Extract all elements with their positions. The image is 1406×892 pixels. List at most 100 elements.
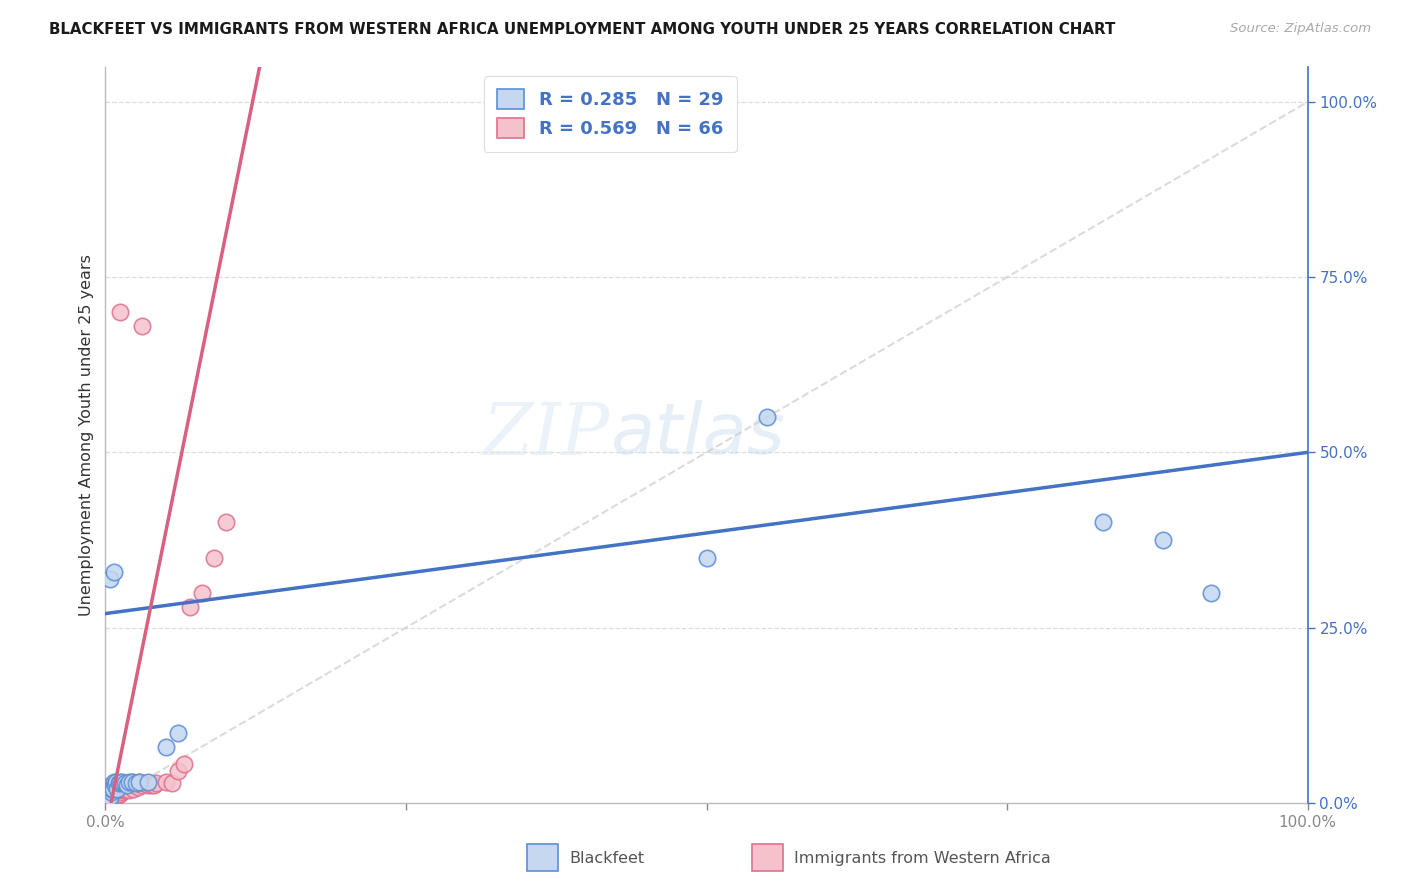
Point — [127, 780, 149, 795]
Point — [755, 410, 778, 425]
Point — [121, 774, 143, 789]
Point — [98, 789, 121, 803]
Point — [120, 778, 142, 792]
Point — [145, 776, 167, 790]
Point — [103, 780, 125, 795]
Point — [96, 789, 118, 803]
Point — [214, 516, 236, 530]
Point — [122, 781, 145, 796]
Point — [107, 788, 129, 802]
Point — [1201, 585, 1223, 599]
Point — [112, 781, 135, 796]
Point — [96, 792, 118, 806]
Point — [101, 785, 124, 799]
Point — [104, 785, 127, 799]
Point — [105, 789, 128, 803]
Point — [105, 774, 128, 789]
Point — [100, 790, 122, 805]
Point — [107, 783, 129, 797]
Point — [97, 788, 120, 802]
Point — [103, 774, 125, 789]
Point — [101, 792, 124, 806]
Point — [108, 788, 131, 802]
Point — [100, 788, 122, 802]
Point — [100, 792, 122, 806]
Point — [98, 572, 121, 586]
Point — [98, 792, 121, 806]
Point — [98, 781, 121, 796]
Point — [124, 776, 146, 790]
Point — [118, 774, 141, 789]
Point — [202, 550, 225, 565]
Point — [696, 550, 718, 565]
Legend: R = 0.285   N = 29, R = 0.569   N = 66: R = 0.285 N = 29, R = 0.569 N = 66 — [484, 76, 737, 152]
Point — [107, 776, 129, 790]
Point — [100, 781, 122, 796]
Point — [97, 781, 120, 796]
Point — [101, 781, 124, 796]
Point — [166, 764, 188, 779]
Point — [1152, 533, 1174, 547]
Point — [108, 305, 131, 319]
Point — [107, 789, 129, 803]
Point — [100, 778, 122, 792]
Point — [128, 774, 150, 789]
Point — [98, 789, 121, 803]
Point — [115, 778, 138, 792]
Point — [98, 781, 121, 796]
Point — [104, 790, 127, 805]
Point — [104, 780, 127, 795]
Point — [98, 792, 121, 806]
Point — [132, 776, 155, 790]
Point — [115, 780, 138, 795]
Point — [103, 565, 125, 579]
Point — [139, 778, 162, 792]
Point — [179, 599, 201, 614]
Point — [1092, 516, 1115, 530]
Point — [98, 792, 121, 806]
Point — [142, 778, 165, 792]
Point — [108, 774, 131, 789]
Point — [117, 778, 139, 792]
Point — [155, 774, 177, 789]
Point — [105, 783, 128, 797]
Point — [155, 739, 177, 754]
Point — [101, 789, 124, 803]
Point — [131, 778, 153, 792]
Point — [101, 781, 124, 796]
Text: Source: ZipAtlas.com: Source: ZipAtlas.com — [1230, 22, 1371, 36]
Point — [110, 785, 132, 799]
Point — [121, 774, 143, 789]
Point — [103, 785, 125, 799]
Text: atlas: atlas — [610, 401, 785, 469]
Point — [98, 785, 121, 799]
Point — [190, 585, 212, 599]
Point — [131, 319, 153, 334]
Point — [107, 781, 129, 796]
Point — [136, 778, 159, 792]
Point — [100, 783, 122, 797]
Point — [115, 781, 138, 796]
Point — [97, 790, 120, 805]
Point — [98, 789, 121, 803]
Point — [114, 776, 136, 790]
Point — [111, 783, 134, 797]
Point — [118, 783, 141, 797]
Point — [98, 790, 121, 805]
Point — [107, 780, 129, 795]
Point — [136, 774, 159, 789]
Text: BLACKFEET VS IMMIGRANTS FROM WESTERN AFRICA UNEMPLOYMENT AMONG YOUTH UNDER 25 YE: BLACKFEET VS IMMIGRANTS FROM WESTERN AFR… — [49, 22, 1115, 37]
Point — [100, 785, 122, 799]
Point — [114, 783, 136, 797]
Point — [103, 790, 125, 805]
Point — [166, 725, 188, 739]
Point — [108, 780, 131, 795]
Point — [173, 757, 195, 772]
Point — [98, 785, 121, 799]
Point — [128, 774, 150, 789]
Point — [124, 778, 146, 792]
Y-axis label: Unemployment Among Youth under 25 years: Unemployment Among Youth under 25 years — [79, 254, 94, 615]
Point — [111, 774, 134, 789]
Point — [160, 776, 183, 790]
Text: Blackfeet: Blackfeet — [569, 852, 644, 866]
